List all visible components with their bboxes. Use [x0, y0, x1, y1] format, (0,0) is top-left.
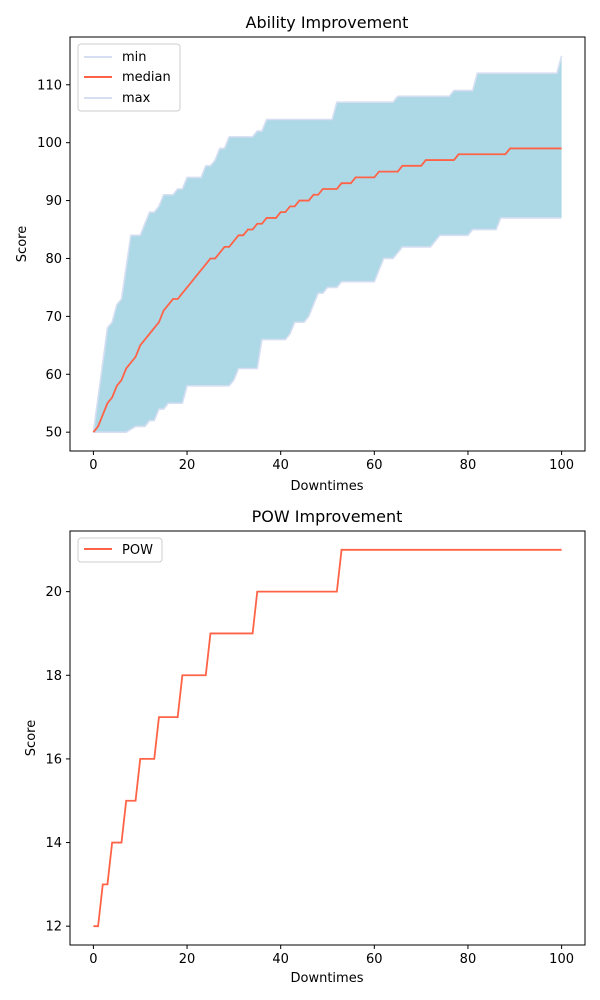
x-tick-label: 60 [366, 458, 383, 473]
x-tick-label: 20 [179, 952, 196, 967]
x-tick-label: 40 [272, 458, 289, 473]
legend-box [77, 537, 163, 563]
legend: min median max [77, 43, 181, 112]
y-tick-label: 12 [45, 920, 62, 935]
legend-label-pow: POW [122, 543, 153, 558]
x-axis-label: Downtimes [291, 479, 364, 494]
min-max-band [93, 55, 562, 433]
plot-content [93, 548, 562, 928]
series-line-max [92, 55, 563, 433]
x-tick-label: 80 [460, 458, 477, 473]
y-tick-label: 110 [37, 78, 62, 93]
ability-improvement-chart: Ability Improvement 0 20 40 60 80 100 50 60 70 8… [15, 13, 586, 494]
series-line-pow [93, 548, 562, 928]
chart-title: POW Improvement [252, 507, 403, 526]
y-tick-label: 80 [45, 252, 62, 267]
x-tick-label: 0 [89, 458, 97, 473]
y-tick-label: 100 [37, 136, 62, 151]
plot-frame [69, 36, 586, 452]
plot-content [92, 55, 563, 433]
x-axis-ticks: 0 20 40 60 80 100 [89, 945, 574, 967]
x-tick-label: 60 [366, 952, 383, 967]
x-axis-ticks: 0 20 40 60 80 100 [89, 451, 574, 473]
x-tick-label: 20 [179, 458, 196, 473]
legend-label-median: median [122, 70, 171, 85]
pow-improvement-chart: POW Improvement 0 20 40 60 80 100 1214161820 … [24, 507, 586, 986]
y-tick-label: 50 [45, 426, 62, 441]
x-tick-label: 40 [272, 952, 289, 967]
plot-frame [69, 530, 586, 946]
y-axis-ticks: 50 60 70 80 90 100 110 [37, 78, 70, 441]
series-line-min [93, 217, 562, 433]
y-axis-label: Score [15, 226, 30, 262]
x-tick-label: 100 [549, 952, 574, 967]
x-tick-label: 80 [460, 952, 477, 967]
legend-box [77, 43, 181, 112]
x-axis-label: Downtimes [291, 971, 364, 986]
y-axis-label: Score [24, 720, 39, 756]
y-tick-label: 18 [45, 669, 62, 684]
legend-label-min: min [122, 50, 147, 65]
y-tick-label: 14 [45, 836, 62, 851]
y-tick-label: 60 [45, 368, 62, 383]
x-tick-label: 0 [89, 952, 97, 967]
legend: POW [77, 537, 163, 563]
legend-label-max: max [122, 91, 151, 106]
y-tick-label: 16 [45, 752, 62, 767]
chart-title: Ability Improvement [246, 13, 409, 32]
y-tick-label: 70 [45, 310, 62, 325]
y-tick-label: 90 [45, 194, 62, 209]
series-line-median [92, 147, 562, 433]
y-axis-ticks: 12 14 16 18 20 [45, 585, 70, 935]
y-tick-label: 20 [45, 585, 62, 600]
x-tick-label: 100 [549, 458, 574, 473]
